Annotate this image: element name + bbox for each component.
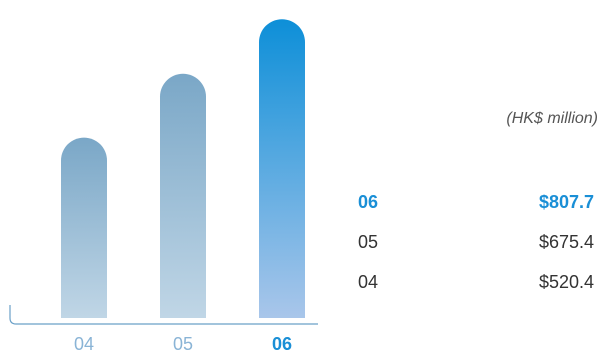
row-value: $520.4 xyxy=(538,272,594,292)
row-year: 05 xyxy=(358,232,379,252)
row-year: 04 xyxy=(358,272,379,292)
value-row-05: 05 $675.4 xyxy=(358,232,594,260)
bar-04 xyxy=(61,137,107,318)
bar-06 xyxy=(259,19,305,318)
x-tick-label: 06 xyxy=(272,334,292,354)
value-row-04: 04 $520.4 xyxy=(358,272,594,300)
row-value: $807.7 xyxy=(538,192,594,212)
x-axis-line xyxy=(9,305,318,325)
row-value: $675.4 xyxy=(538,232,594,252)
unit-label: (HK$ million) xyxy=(506,110,598,127)
x-tick-label: 04 xyxy=(74,334,94,354)
value-row-06: 06 $807.7 xyxy=(358,192,594,220)
bar-05 xyxy=(160,73,206,318)
x-tick-label: 05 xyxy=(173,334,193,354)
row-year: 06 xyxy=(358,192,379,212)
